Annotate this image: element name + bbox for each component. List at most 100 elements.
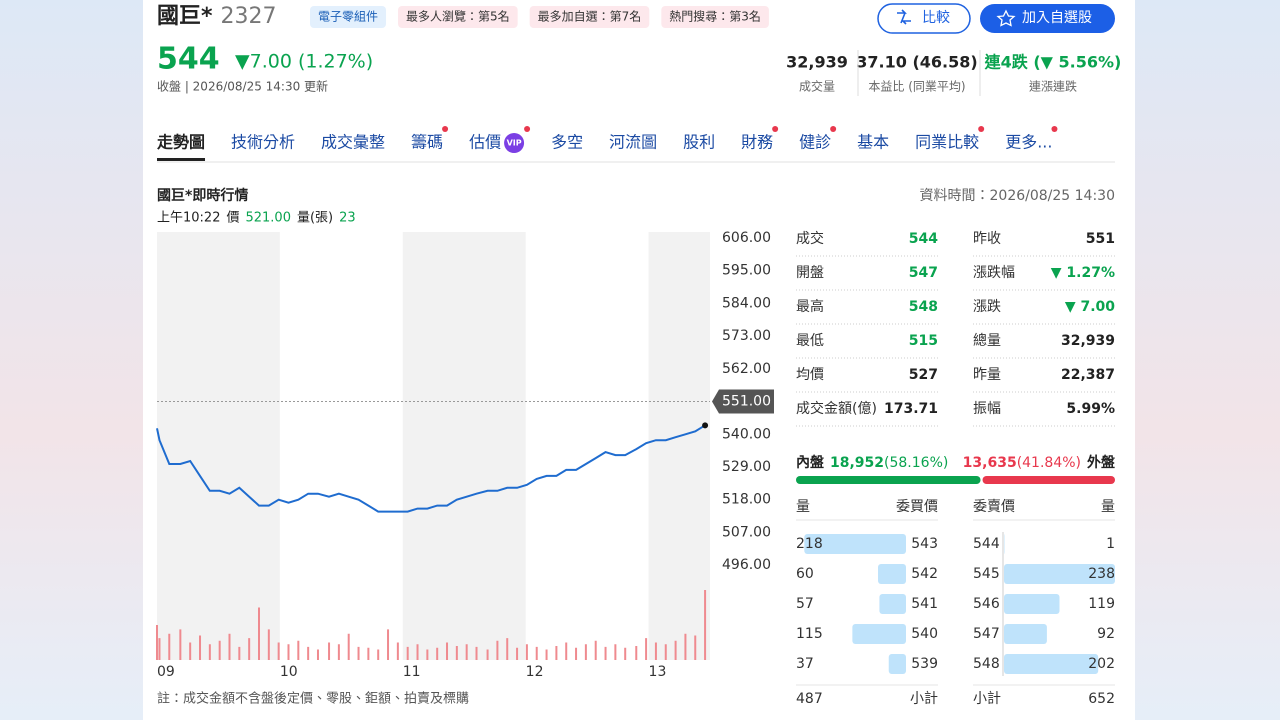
star-icon: [996, 9, 1016, 27]
tab[interactable]: 更多...: [1005, 133, 1052, 152]
volume-bar: [158, 638, 161, 660]
hour-band: [157, 232, 280, 660]
volume-bar: [545, 649, 548, 660]
tab[interactable]: 同業比較: [915, 133, 979, 152]
volume-bar: [328, 642, 331, 660]
ask-price: 544: [973, 536, 1000, 552]
volume-bar: [486, 649, 489, 660]
y-tick-label: 529.00: [722, 459, 771, 475]
volume-bar: [387, 629, 390, 660]
tab-dot: [772, 126, 779, 132]
change: ▼7.00 (1.27%): [235, 51, 373, 73]
tag-bg: [661, 6, 769, 28]
bid-qty: 115: [796, 626, 823, 642]
tab[interactable]: 股利: [683, 133, 715, 152]
ask-price: 546: [973, 596, 1000, 612]
tab[interactable]: 基本: [857, 133, 889, 152]
field-label: 昨收: [973, 231, 1001, 247]
field-value: ▼ 7.00: [1065, 299, 1115, 315]
ask-qty: 92: [1097, 626, 1115, 642]
volume-bar: [704, 590, 707, 660]
ask-bar: [1004, 624, 1047, 644]
volume-bar: [416, 644, 419, 660]
field-label: 成交金額(億): [796, 400, 877, 417]
tab[interactable]: 走勢圖: [156, 133, 205, 152]
cursor-info: 量(張): [297, 211, 333, 226]
tag: 電子零組件: [318, 10, 378, 24]
last-point: [702, 422, 709, 429]
field-value: 22,387: [1061, 367, 1115, 383]
field-label: 最低: [796, 333, 824, 349]
volume-bar: [674, 640, 677, 660]
compare-button[interactable]: [877, 3, 971, 34]
watchlist-label: 加入自選股: [1022, 10, 1092, 26]
price: 544: [157, 42, 220, 77]
inner-volume: 18,952: [830, 455, 884, 471]
volume-bar: [168, 633, 171, 660]
cursor-info: 上午10:22: [157, 211, 220, 226]
outer-pct: (41.84%): [1017, 455, 1081, 471]
tab[interactable]: 成交彙整: [321, 133, 385, 152]
bid-bar: [852, 624, 906, 644]
field-value: 5.99%: [1066, 401, 1115, 417]
tab-dot: [524, 126, 531, 132]
tab-dot: [978, 126, 985, 132]
tab[interactable]: 估價: [469, 133, 501, 152]
bid-bar: [879, 594, 906, 614]
volume-bar: [396, 642, 399, 660]
price-line: [156, 424, 706, 513]
field-value: 515: [909, 333, 938, 349]
volume-bar: [446, 642, 449, 660]
data-time: 資料時間：2026/08/25 14:30: [920, 188, 1116, 204]
field-value: 32,939: [1061, 333, 1115, 349]
field-value: 548: [909, 299, 938, 315]
volume-bar: [535, 646, 538, 660]
volume-bar: [684, 633, 687, 660]
stat-label: 成交量: [799, 79, 835, 94]
y-tick-label: 584.00: [722, 295, 771, 311]
tab[interactable]: 財務: [741, 133, 773, 152]
tab[interactable]: 技術分析: [231, 133, 295, 152]
volume-bar: [555, 646, 558, 660]
watchlist-button[interactable]: [980, 4, 1115, 33]
tab[interactable]: 多空: [551, 133, 583, 152]
tab[interactable]: 河流圖: [609, 133, 657, 152]
ask-bar: [1004, 594, 1060, 614]
bid-price: 540: [911, 626, 938, 642]
book-header: 委賣價: [973, 498, 1015, 515]
bid-total: 487: [796, 691, 823, 707]
outer-volume: 13,635: [963, 455, 1017, 471]
stat-label: 本益比 (同業平均): [868, 80, 965, 94]
vip-label: VIP: [507, 139, 522, 148]
tab[interactable]: 籌碼: [411, 133, 443, 152]
volume-bar: [218, 640, 221, 660]
cursor-info: 價: [226, 211, 239, 226]
tag-bg: [310, 6, 387, 28]
volume-bar: [297, 640, 300, 660]
volume-bar: [257, 607, 260, 660]
volume-bar: [584, 644, 587, 660]
inner-label: 內盤: [796, 454, 824, 471]
tab[interactable]: 健診: [799, 133, 831, 152]
ask-qty: 238: [1088, 566, 1115, 582]
volume-bar: [654, 642, 657, 660]
subtotal-label: 小計: [973, 691, 1001, 707]
volume-bar: [694, 635, 697, 660]
volume-bar: [664, 644, 667, 660]
x-tick-label: 12: [526, 664, 544, 680]
volume-bar: [208, 644, 211, 660]
volume-bar: [238, 646, 241, 660]
bid-bar: [878, 564, 906, 584]
volume-bar: [307, 646, 310, 660]
ask-qty: 202: [1088, 656, 1115, 672]
x-tick-label: 11: [403, 664, 421, 680]
vip-badge: [504, 133, 525, 153]
volume-bar: [594, 640, 597, 660]
compare-icon: [897, 9, 911, 25]
tag-bg: [398, 6, 518, 28]
stock-code: 2327: [221, 4, 277, 29]
volume-bar: [228, 633, 231, 660]
volume-bar: [189, 642, 192, 660]
x-tick-label: 13: [649, 664, 667, 680]
